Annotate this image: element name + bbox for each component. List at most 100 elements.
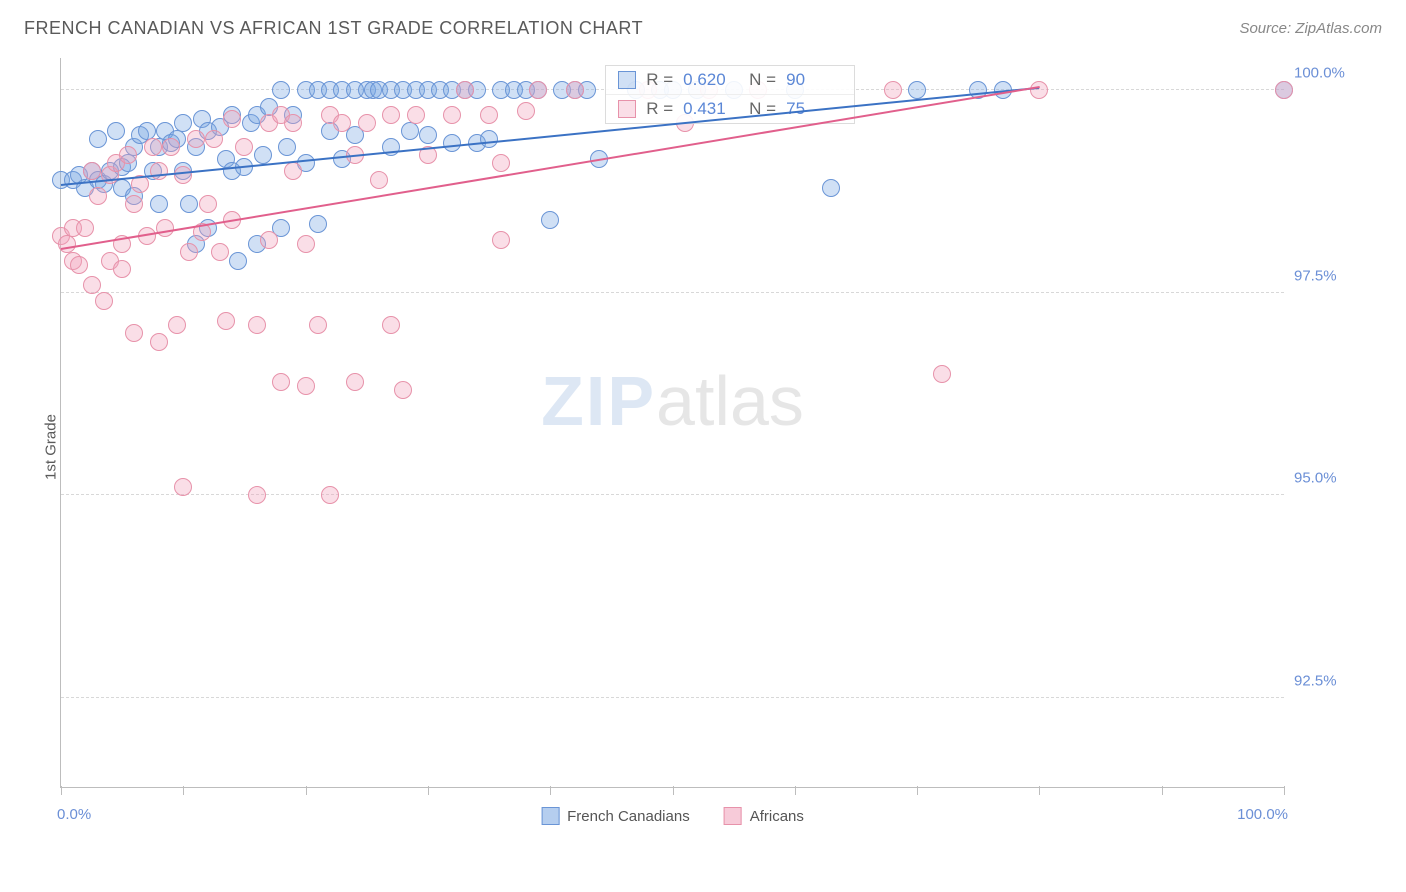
scatter-point	[76, 219, 94, 237]
stats-box: R =0.620N =90R =0.431N =75	[605, 65, 855, 124]
grid-line	[61, 697, 1284, 698]
scatter-point	[443, 106, 461, 124]
scatter-point	[1275, 81, 1293, 99]
scatter-point	[235, 138, 253, 156]
scatter-point	[346, 373, 364, 391]
y-tick-label: 92.5%	[1294, 672, 1370, 689]
x-tick	[673, 786, 674, 795]
scatter-point	[309, 215, 327, 233]
scatter-point	[83, 276, 101, 294]
x-tick	[795, 786, 796, 795]
scatter-point	[370, 171, 388, 189]
scatter-point	[297, 377, 315, 395]
scatter-point	[933, 365, 951, 383]
y-tick-label: 97.5%	[1294, 267, 1370, 284]
watermark-right: atlas	[656, 362, 804, 440]
n-value: 90	[786, 70, 842, 90]
scatter-point	[125, 195, 143, 213]
scatter-point	[278, 138, 296, 156]
scatter-point	[150, 333, 168, 351]
watermark: ZIPatlas	[541, 361, 804, 441]
scatter-point	[382, 316, 400, 334]
scatter-point	[309, 316, 327, 334]
scatter-point	[284, 114, 302, 132]
scatter-point	[358, 114, 376, 132]
x-tick	[183, 786, 184, 795]
scatter-point	[119, 146, 137, 164]
legend-item: Africans	[724, 807, 804, 825]
scatter-point	[144, 138, 162, 156]
legend-swatch	[541, 807, 559, 825]
scatter-point	[443, 134, 461, 152]
scatter-point	[492, 231, 510, 249]
scatter-point	[333, 114, 351, 132]
scatter-point	[205, 130, 223, 148]
scatter-point	[382, 106, 400, 124]
grid-line	[61, 494, 1284, 495]
x-tick	[550, 786, 551, 795]
scatter-point	[174, 478, 192, 496]
grid-line	[61, 292, 1284, 293]
scatter-point	[174, 114, 192, 132]
scatter-point	[89, 130, 107, 148]
x-max-label: 100.0%	[1237, 806, 1288, 823]
scatter-point	[297, 235, 315, 253]
r-label: R =	[646, 99, 673, 119]
legend-item: French Canadians	[541, 807, 690, 825]
scatter-point	[229, 252, 247, 270]
scatter-point	[321, 486, 339, 504]
watermark-left: ZIP	[541, 362, 656, 440]
chart-title: FRENCH CANADIAN VS AFRICAN 1ST GRADE COR…	[24, 18, 643, 39]
scatter-point	[83, 162, 101, 180]
scatter-point	[248, 486, 266, 504]
scatter-point	[125, 324, 143, 342]
x-tick	[1284, 786, 1285, 795]
scatter-point	[480, 130, 498, 148]
scatter-point	[541, 211, 559, 229]
x-tick	[306, 786, 307, 795]
series-swatch	[618, 100, 636, 118]
legend: French Canadians Africans	[541, 807, 804, 825]
y-axis-label: 1st Grade	[42, 414, 59, 480]
scatter-point	[822, 179, 840, 197]
legend-label: French Canadians	[567, 808, 690, 825]
scatter-point	[492, 154, 510, 172]
scatter-point	[254, 146, 272, 164]
scatter-point	[107, 122, 125, 140]
r-value: 0.620	[683, 70, 739, 90]
x-tick	[1039, 786, 1040, 795]
scatter-point	[456, 81, 474, 99]
scatter-point	[180, 195, 198, 213]
scatter-point	[272, 373, 290, 391]
n-label: N =	[749, 70, 776, 90]
scatter-point	[95, 292, 113, 310]
x-tick	[1162, 786, 1163, 795]
scatter-point	[223, 110, 241, 128]
scatter-point	[566, 81, 584, 99]
scatter-point	[401, 122, 419, 140]
scatter-point	[168, 316, 186, 334]
scatter-point	[517, 102, 535, 120]
x-tick	[61, 786, 62, 795]
stats-row: R = 0.620 N = 90	[606, 66, 854, 95]
source-attribution: Source: ZipAtlas.com	[1239, 20, 1382, 37]
scatter-point	[529, 81, 547, 99]
legend-label: Africans	[750, 808, 804, 825]
series-swatch	[618, 71, 636, 89]
scatter-point	[150, 162, 168, 180]
r-label: R =	[646, 70, 673, 90]
scatter-point	[407, 106, 425, 124]
scatter-point	[272, 81, 290, 99]
scatter-point	[211, 243, 229, 261]
scatter-point	[174, 166, 192, 184]
correlation-chart: 1st Grade ZIPatlas 100.0%97.5%95.0%92.5%…	[24, 52, 1384, 842]
scatter-point	[89, 187, 107, 205]
plot-area: ZIPatlas 100.0%97.5%95.0%92.5%0.0%100.0%…	[60, 58, 1284, 788]
scatter-point	[180, 243, 198, 261]
scatter-point	[162, 138, 180, 156]
scatter-point	[187, 130, 205, 148]
y-tick-label: 95.0%	[1294, 470, 1370, 487]
scatter-point	[113, 260, 131, 278]
scatter-point	[394, 381, 412, 399]
scatter-point	[284, 162, 302, 180]
